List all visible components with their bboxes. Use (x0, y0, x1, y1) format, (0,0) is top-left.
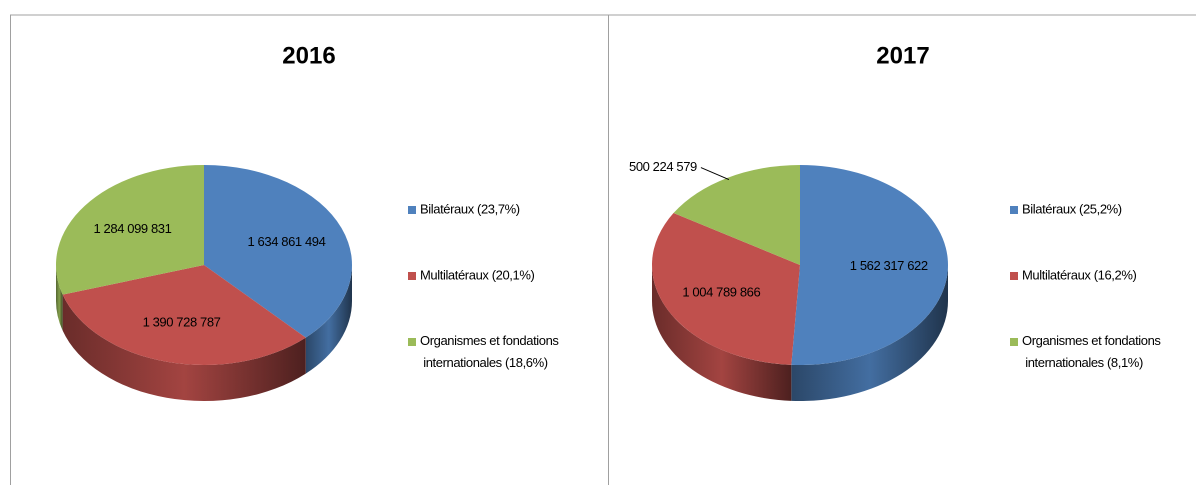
pie-slice (55, 165, 205, 295)
legend-line: internationales (8,1%) (1022, 355, 1143, 370)
pie-slice (791, 165, 949, 366)
legend-label: Bilatéraux (23,7%) (420, 201, 520, 216)
pie-slice (204, 165, 352, 338)
legend-line: internationales (18,6%) (420, 355, 548, 370)
pie-slice (673, 165, 800, 265)
data-label: 1 004 789 866 (682, 284, 760, 299)
pie-side (791, 265, 948, 401)
legend-swatch (408, 338, 416, 346)
pie-side (56, 265, 63, 331)
legend-label: Multilatéraux (16,2%) (1022, 267, 1136, 282)
leader-line (700, 167, 730, 181)
legend-swatch (1010, 206, 1018, 214)
data-label: 1 390 728 787 (143, 314, 221, 329)
legend-swatch (408, 206, 416, 214)
legend-line: Organismes et fondations (1022, 333, 1161, 348)
legend-swatch (1010, 338, 1018, 346)
legend-label: Multilatéraux (20,1%) (420, 267, 534, 282)
pie-side (305, 265, 352, 374)
legend-label: Bilatéraux (25,2%) (1022, 201, 1122, 216)
pie-slice (62, 265, 306, 365)
legend-swatch (408, 272, 416, 280)
chart-title: 2016 (282, 42, 335, 69)
data-label: 1 634 861 494 (248, 234, 326, 249)
data-label: 500 224 579 (629, 159, 697, 174)
pie-side (62, 294, 306, 402)
legend-label: Organismes et fondations internationales… (420, 333, 559, 370)
legend-line: Organismes et fondations (420, 333, 559, 348)
data-label: 1 284 099 831 (94, 221, 172, 236)
pie-slice (652, 213, 800, 365)
pie-side (652, 265, 792, 401)
data-label: 1 562 317 622 (850, 258, 928, 273)
legend-swatch (1010, 272, 1018, 280)
chart-title: 2017 (876, 42, 929, 69)
legend-label: Organismes et fondations internationales… (1022, 333, 1161, 370)
